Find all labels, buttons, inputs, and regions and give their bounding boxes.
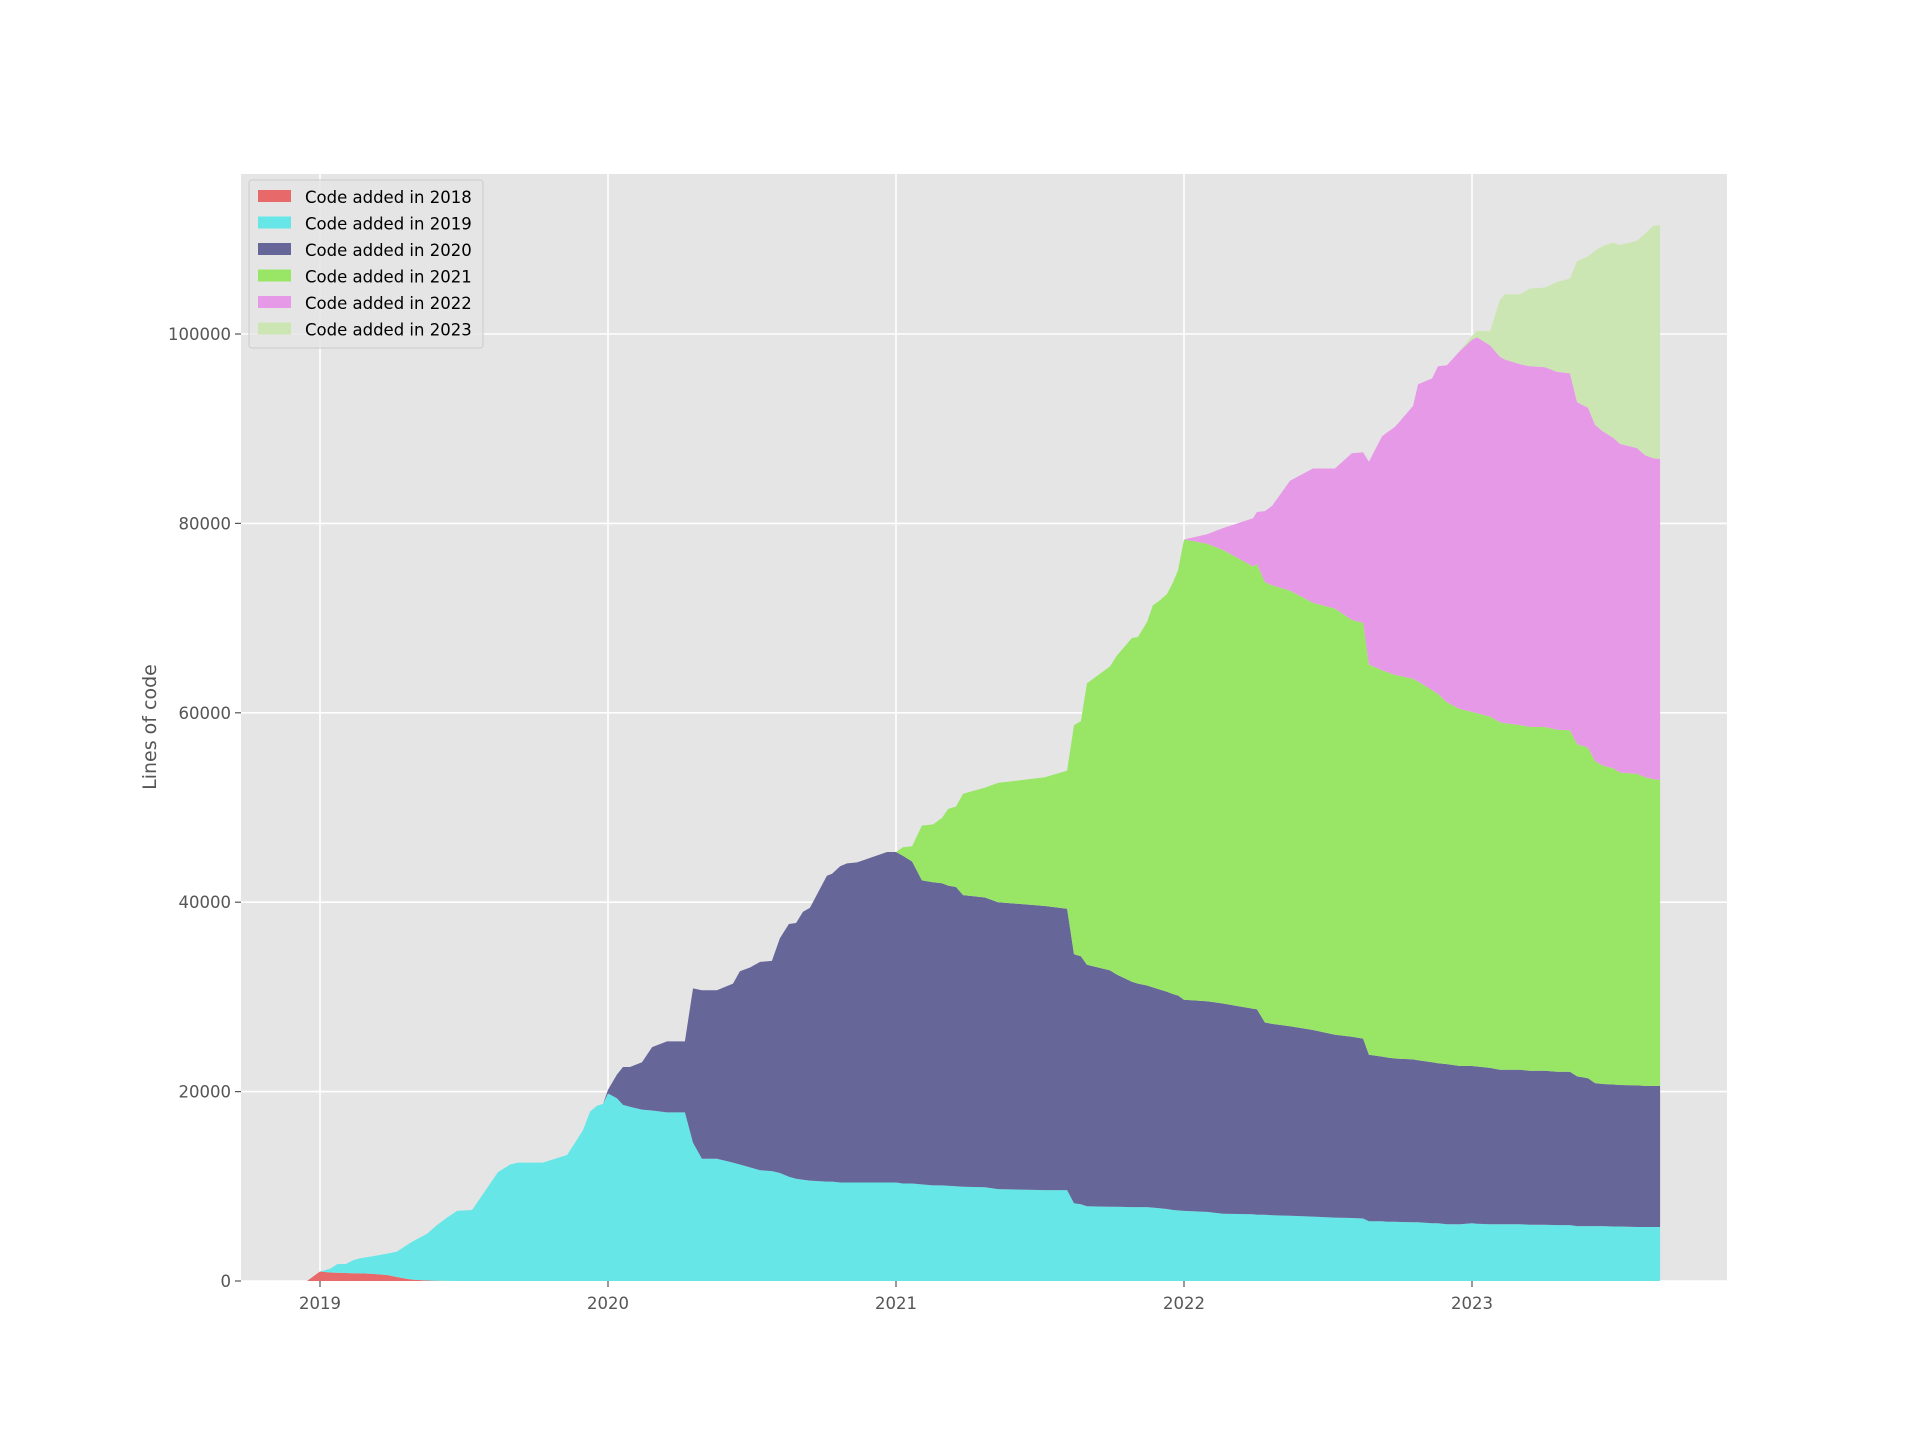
legend-item: Code added in 2019 bbox=[258, 215, 472, 234]
y-tick-label: 60000 bbox=[179, 704, 232, 723]
legend-label: Code added in 2021 bbox=[305, 268, 472, 287]
legend-swatch bbox=[258, 322, 291, 335]
legend-swatch bbox=[258, 243, 291, 255]
x-tick-label: 2022 bbox=[1163, 1294, 1205, 1313]
y-axis: 0 20000 40000 60000 80000 100000 bbox=[168, 325, 241, 1291]
legend-swatch bbox=[258, 296, 291, 308]
legend-item: Code added in 2020 bbox=[258, 241, 472, 260]
legend-label: Code added in 2022 bbox=[305, 294, 472, 313]
legend-swatch bbox=[258, 216, 291, 229]
x-axis: 2019 2020 2021 2022 2023 bbox=[299, 1281, 1493, 1313]
legend-item: Code added in 2018 bbox=[258, 188, 472, 207]
legend-item: Code added in 2021 bbox=[258, 268, 472, 287]
x-tick-label: 2021 bbox=[875, 1294, 917, 1313]
y-tick-label: 20000 bbox=[179, 1083, 232, 1102]
area-series-2020 bbox=[307, 852, 1661, 1281]
y-tick-label: 40000 bbox=[179, 893, 232, 912]
area-series-2019 bbox=[307, 1093, 1661, 1281]
legend-item: Code added in 2023 bbox=[258, 321, 472, 340]
area-series-2023 bbox=[307, 225, 1661, 1282]
area-series-2022 bbox=[307, 337, 1661, 1281]
y-tick-label: 0 bbox=[221, 1272, 232, 1291]
legend-label: Code added in 2023 bbox=[305, 321, 472, 340]
y-tick-label: 100000 bbox=[168, 325, 231, 344]
area-series-2021 bbox=[307, 539, 1661, 1281]
y-tick-label: 80000 bbox=[179, 514, 232, 533]
x-tick-label: 2020 bbox=[587, 1294, 629, 1313]
legend-frame bbox=[248, 179, 484, 349]
x-tick-label: 2023 bbox=[1451, 1294, 1493, 1313]
legend-swatch bbox=[258, 269, 291, 282]
y-axis-label: Lines of code bbox=[139, 664, 161, 790]
legend-label: Code added in 2020 bbox=[305, 241, 472, 260]
legend-item: Code added in 2022 bbox=[258, 294, 472, 313]
stacked-areas bbox=[307, 225, 1661, 1282]
legend-label: Code added in 2019 bbox=[305, 215, 472, 234]
legend-label: Code added in 2018 bbox=[305, 188, 472, 207]
legend-swatch bbox=[258, 190, 291, 202]
legend: Code added in 2018 Code added in 2019 Code… bbox=[248, 179, 484, 349]
x-tick-label: 2019 bbox=[299, 1294, 341, 1313]
